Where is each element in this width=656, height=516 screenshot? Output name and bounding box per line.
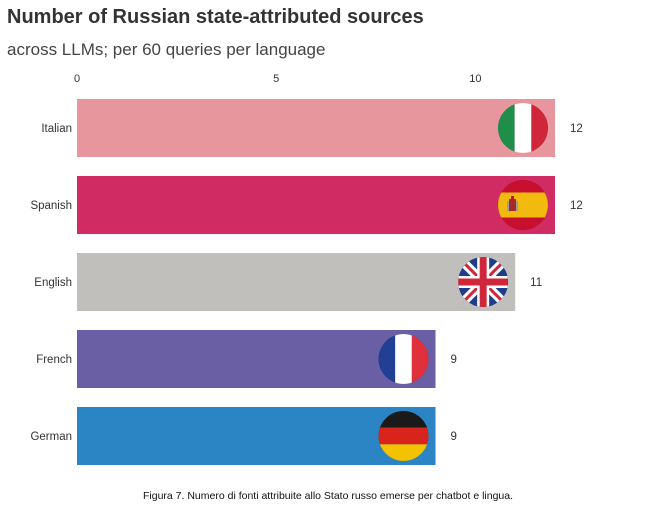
france-flag-icon xyxy=(378,334,429,384)
bar-french xyxy=(77,330,436,388)
category-label: French xyxy=(36,354,72,366)
x-tick-label: 0 xyxy=(74,73,80,85)
bar-english xyxy=(77,253,516,311)
bar-italian xyxy=(77,99,555,157)
x-tick-label: 10 xyxy=(469,73,481,85)
chart-subtitle: across LLMs; per 60 queries per language xyxy=(7,40,326,59)
italy-flag-icon xyxy=(498,103,548,153)
bar-chart: 0 5 10 Italian 12 Spanish 12 English 11 French 9 Ge… xyxy=(30,73,583,465)
value-label: 12 xyxy=(570,200,583,212)
spain-flag-icon xyxy=(498,180,548,230)
category-label: English xyxy=(34,277,72,289)
value-label: 12 xyxy=(570,123,583,135)
bar-spanish xyxy=(77,176,555,234)
germany-flag-icon xyxy=(378,411,429,461)
figure-caption: Figura 7. Numero di fonti attribuite all… xyxy=(142,490,514,502)
value-label: 9 xyxy=(451,431,457,443)
chart-title: Number of Russian state-attributed sourc… xyxy=(7,6,424,28)
value-label: 11 xyxy=(530,277,542,289)
category-label: Spanish xyxy=(30,200,72,212)
uk-flag-icon xyxy=(458,257,509,307)
bar-german xyxy=(77,407,436,465)
x-tick-label: 5 xyxy=(273,73,279,85)
value-label: 9 xyxy=(451,354,457,366)
category-label: German xyxy=(30,431,72,443)
category-label: Italian xyxy=(41,123,72,135)
